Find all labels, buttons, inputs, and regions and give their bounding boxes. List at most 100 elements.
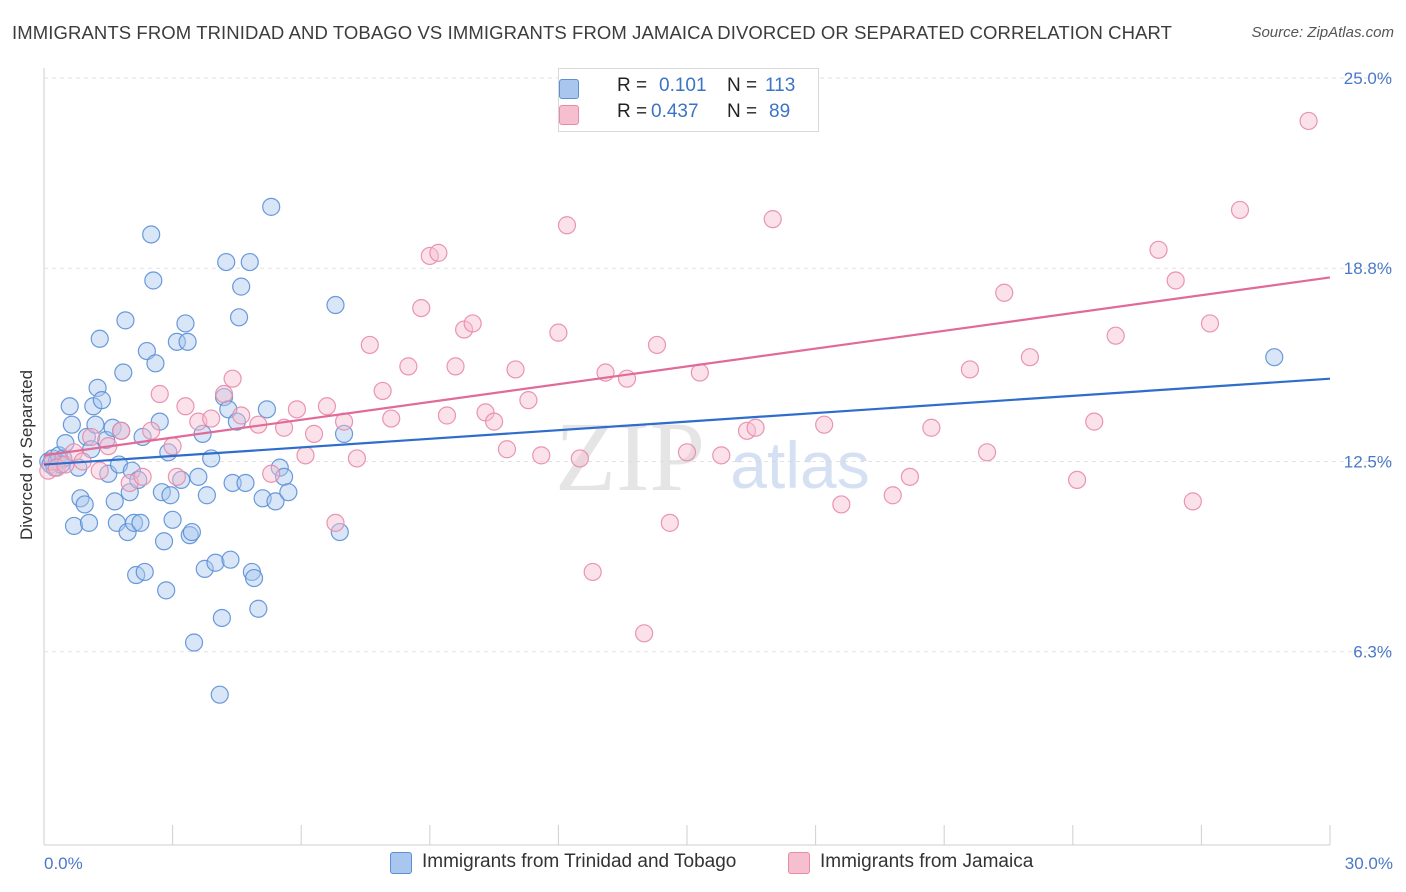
legend-swatch-blue: [390, 852, 412, 874]
legend-r-label: R =: [617, 101, 648, 122]
data-point-trinidad: [212, 608, 231, 628]
data-point-jamaica: [176, 397, 195, 416]
data-point-trinidad: [131, 513, 150, 532]
data-point-trinidad: [184, 633, 204, 652]
chart-title: IMMIGRANTS FROM TRINIDAD AND TOBAGO VS I…: [12, 22, 1173, 43]
data-point-trinidad: [206, 553, 225, 572]
data-point-trinidad: [182, 522, 201, 542]
data-point-trinidad: [279, 483, 298, 502]
y-tick-label: 12.5%: [1344, 453, 1392, 472]
data-point-jamaica: [382, 409, 401, 428]
data-point-jamaica: [583, 562, 602, 582]
data-point-trinidad: [62, 415, 81, 434]
data-point-trinidad: [154, 532, 174, 551]
data-point-jamaica: [660, 513, 679, 532]
data-point-trinidad: [236, 473, 255, 493]
data-point-trinidad: [146, 354, 165, 373]
correlation-legend: R = 0.101 N = 113 R = 0.437 N = 89: [558, 68, 819, 132]
data-point-trinidad: [223, 473, 242, 493]
data-point-trinidad: [75, 495, 94, 514]
y-tick-labels: 6.3% 12.5% 18.8% 25.0%: [1344, 69, 1392, 662]
data-point-jamaica: [960, 360, 980, 379]
data-point-jamaica: [1299, 111, 1318, 131]
data-point-trinidad: [232, 277, 251, 296]
legend-n-value: 113: [765, 75, 796, 96]
x-tick-label: 30.0%: [1345, 854, 1393, 873]
data-point-jamaica: [1183, 492, 1202, 511]
data-point-trinidad: [197, 486, 216, 505]
x-tick-label: 0.0%: [44, 854, 83, 873]
data-point-jamaica: [437, 406, 457, 425]
data-point-jamaica: [446, 357, 465, 376]
data-point-jamaica: [412, 299, 431, 318]
data-point-jamaica: [463, 314, 482, 333]
data-point-trinidad: [92, 391, 111, 410]
data-point-trinidad: [64, 516, 84, 536]
data-point-jamaica: [1166, 271, 1185, 290]
legend-swatch-blue: [559, 79, 579, 99]
x-tick-labels: 0.0% 30.0%: [44, 854, 1393, 873]
data-point-jamaica: [883, 486, 902, 505]
data-point-jamaica: [373, 381, 392, 401]
legend-r-label: R =: [617, 75, 648, 96]
series-jamaica-points: [39, 111, 1318, 643]
data-point-jamaica: [1106, 326, 1125, 345]
data-point-trinidad: [116, 311, 135, 330]
data-point-trinidad: [221, 550, 240, 569]
data-point-trinidad: [257, 400, 277, 419]
data-point-trinidad: [161, 486, 180, 505]
data-point-jamaica: [570, 449, 589, 468]
data-point-trinidad: [167, 332, 186, 351]
data-point-trinidad: [249, 599, 268, 618]
data-point-jamaica: [635, 624, 654, 643]
data-point-trinidad: [180, 526, 199, 545]
data-point-trinidad: [90, 329, 109, 348]
trendline-trinidad: [43, 377, 1331, 466]
data-point-jamaica: [617, 369, 637, 388]
data-point-trinidad: [124, 513, 144, 532]
data-point-trinidad: [229, 308, 249, 327]
data-point-jamaica: [1020, 348, 1040, 367]
data-point-trinidad: [79, 513, 99, 532]
data-point-jamaica: [995, 283, 1014, 302]
data-point-jamaica: [326, 513, 345, 532]
data-point-jamaica: [82, 427, 101, 447]
data-point-jamaica: [167, 467, 186, 486]
data-point-jamaica: [112, 421, 131, 440]
data-point-trinidad: [142, 225, 161, 244]
data-point-jamaica: [690, 363, 709, 382]
data-point-jamaica: [296, 446, 315, 465]
legend-label-trinidad: Immigrants from Trinidad and Tobago: [422, 851, 737, 872]
data-point-trinidad: [326, 295, 345, 315]
data-point-trinidad: [114, 363, 133, 382]
data-point-jamaica: [922, 418, 941, 437]
data-point-jamaica: [746, 418, 765, 437]
data-point-jamaica: [142, 421, 161, 440]
data-point-trinidad: [137, 341, 156, 361]
legend-swatch-pink: [559, 105, 579, 125]
grid-lines: [44, 77, 1392, 653]
legend-n-label: N =: [727, 101, 758, 122]
data-point-jamaica: [317, 397, 337, 416]
data-point-trinidad: [176, 314, 195, 333]
data-point-trinidad: [163, 510, 182, 529]
data-point-trinidad: [244, 568, 264, 588]
trendline-jamaica: [43, 276, 1331, 457]
y-tick-label: 6.3%: [1353, 643, 1392, 662]
data-point-jamaica: [232, 406, 251, 425]
data-point-jamaica: [1200, 314, 1220, 333]
data-point-trinidad: [262, 197, 281, 216]
data-point-trinidad: [60, 397, 79, 416]
data-point-jamaica: [1067, 470, 1087, 490]
data-point-jamaica: [360, 335, 379, 355]
data-point-jamaica: [519, 391, 538, 410]
data-point-jamaica: [163, 437, 182, 456]
data-point-jamaica: [429, 243, 448, 262]
data-point-jamaica: [304, 424, 324, 443]
data-point-jamaica: [712, 446, 731, 465]
y-tick-label: 18.8%: [1344, 259, 1392, 278]
legend-swatch-pink: [788, 852, 810, 874]
data-point-jamaica: [647, 335, 667, 355]
data-point-jamaica: [90, 461, 109, 480]
data-point-trinidad: [144, 271, 163, 290]
